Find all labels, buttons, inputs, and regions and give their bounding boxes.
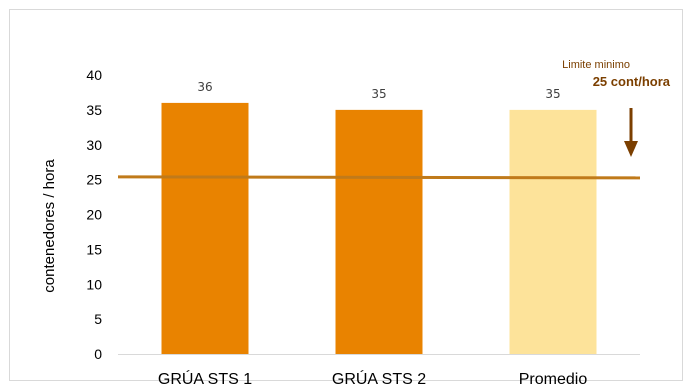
y-axis-label: contenedores / hora <box>41 159 58 293</box>
bars <box>161 102 597 355</box>
y-tick-label: 0 <box>94 346 102 362</box>
y-tick-label: 40 <box>86 67 102 83</box>
bar <box>509 109 597 354</box>
y-tick-label: 35 <box>86 102 102 118</box>
category-label: GRÚA STS 1 <box>158 369 252 388</box>
bar <box>335 109 423 354</box>
data-label: 35 <box>371 87 386 101</box>
y-tick-labels: 0 5 10 15 20 25 30 35 40 <box>86 67 102 362</box>
chart-frame <box>9 9 683 381</box>
category-label: GRÚA STS 2 <box>332 369 426 388</box>
y-tick-label: 30 <box>86 137 102 153</box>
bar <box>161 102 249 355</box>
category-labels: GRÚA STS 1 GRÚA STS 2 Promedio <box>158 369 587 388</box>
down-arrow-icon <box>624 108 638 157</box>
data-label: 36 <box>197 80 212 94</box>
reference-line <box>117 175 641 180</box>
reference-annotation-line2: 25 cont/hora <box>593 74 671 89</box>
category-label: Promedio <box>519 371 588 388</box>
data-label: 35 <box>545 87 560 101</box>
reference-annotation-line1: Limite minimo <box>562 59 630 71</box>
y-tick-label: 15 <box>86 241 102 257</box>
data-labels: 36 35 35 <box>197 80 560 101</box>
y-tick-label: 20 <box>86 207 102 223</box>
y-tick-label: 5 <box>94 311 102 327</box>
y-tick-label: 25 <box>86 172 102 188</box>
y-tick-label: 10 <box>86 276 102 292</box>
